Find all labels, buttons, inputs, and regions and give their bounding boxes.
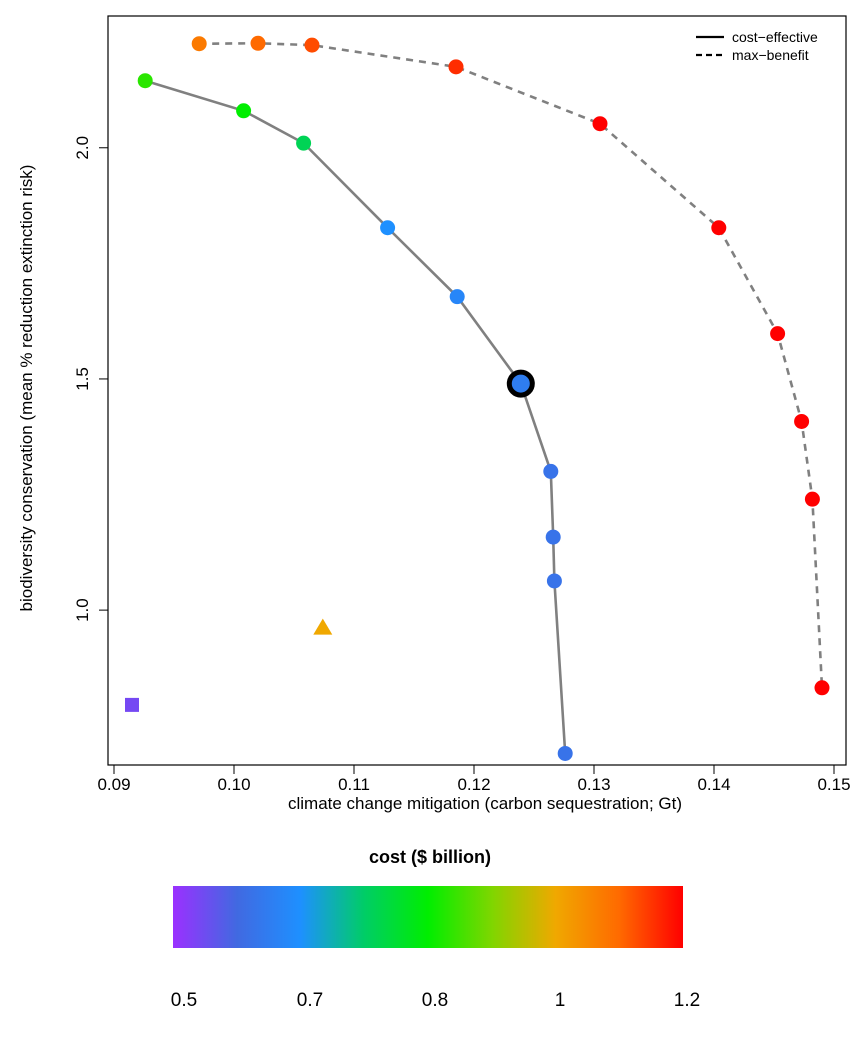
triangle-point	[313, 618, 333, 635]
series-line-1	[199, 41, 824, 688]
colorbar-label: 1	[555, 990, 566, 1011]
x-tick-label: 0.15	[817, 775, 850, 794]
series-point-1	[250, 35, 266, 51]
series-point-0	[543, 463, 559, 479]
y-axis: 1.0 1.5 2.0	[73, 136, 109, 622]
series-point-1	[794, 413, 810, 429]
highlighted-point	[506, 369, 535, 398]
series-point-0	[296, 135, 312, 151]
y-tick-label: 1.5	[73, 367, 92, 391]
x-tick-label: 0.10	[217, 775, 250, 794]
series-point-1	[770, 326, 786, 342]
series-point-0	[137, 73, 153, 89]
x-tick-label: 0.09	[97, 775, 130, 794]
colorbar-title: cost ($ billion)	[369, 847, 491, 867]
legend-label-max-benefit: max−benefit	[732, 47, 809, 63]
series-point-0	[545, 529, 561, 545]
series-point-0	[557, 745, 573, 761]
series-point-1	[804, 491, 820, 507]
series-point-1	[191, 36, 207, 52]
series-point-1	[304, 37, 320, 53]
series-point-1	[711, 220, 727, 236]
colorbar-labels: 0.5 0.7 0.8 1 1.2	[171, 990, 700, 1011]
legend: cost−effective max−benefit	[696, 29, 818, 63]
colorbar-label: 1.2	[674, 990, 700, 1011]
y-axis-title: biodiversity conservation (mean % reduct…	[17, 165, 36, 612]
legend-label-cost-effective: cost−effective	[732, 29, 818, 45]
y-tick-label: 1.0	[73, 598, 92, 622]
x-axis: 0.09 0.10 0.11 0.12 0.13 0.14 0.15	[97, 764, 851, 794]
series-line-0	[144, 79, 567, 754]
series-point-0	[546, 573, 562, 589]
x-tick-label: 0.11	[338, 775, 370, 794]
series-points	[125, 35, 830, 761]
series-point-1	[448, 59, 464, 75]
series-point-1	[592, 116, 608, 132]
square-point	[125, 697, 139, 712]
colorbar-label: 0.5	[171, 990, 197, 1011]
x-tick-label: 0.14	[697, 775, 730, 794]
series-lines	[144, 41, 824, 754]
series-point-0	[380, 220, 396, 236]
colorbar-label: 0.7	[297, 990, 323, 1011]
y-tick-label: 2.0	[73, 136, 92, 160]
colorbar-label: 0.8	[422, 990, 448, 1011]
x-tick-label: 0.12	[457, 775, 490, 794]
series-point-0	[449, 289, 465, 305]
x-tick-label: 0.13	[577, 775, 610, 794]
series-point-0	[236, 103, 252, 119]
colorbar-gradient	[173, 886, 683, 948]
plot-frame	[107, 15, 847, 766]
x-axis-title: climate change mitigation (carbon seques…	[288, 794, 682, 813]
series-point-1	[814, 680, 830, 696]
